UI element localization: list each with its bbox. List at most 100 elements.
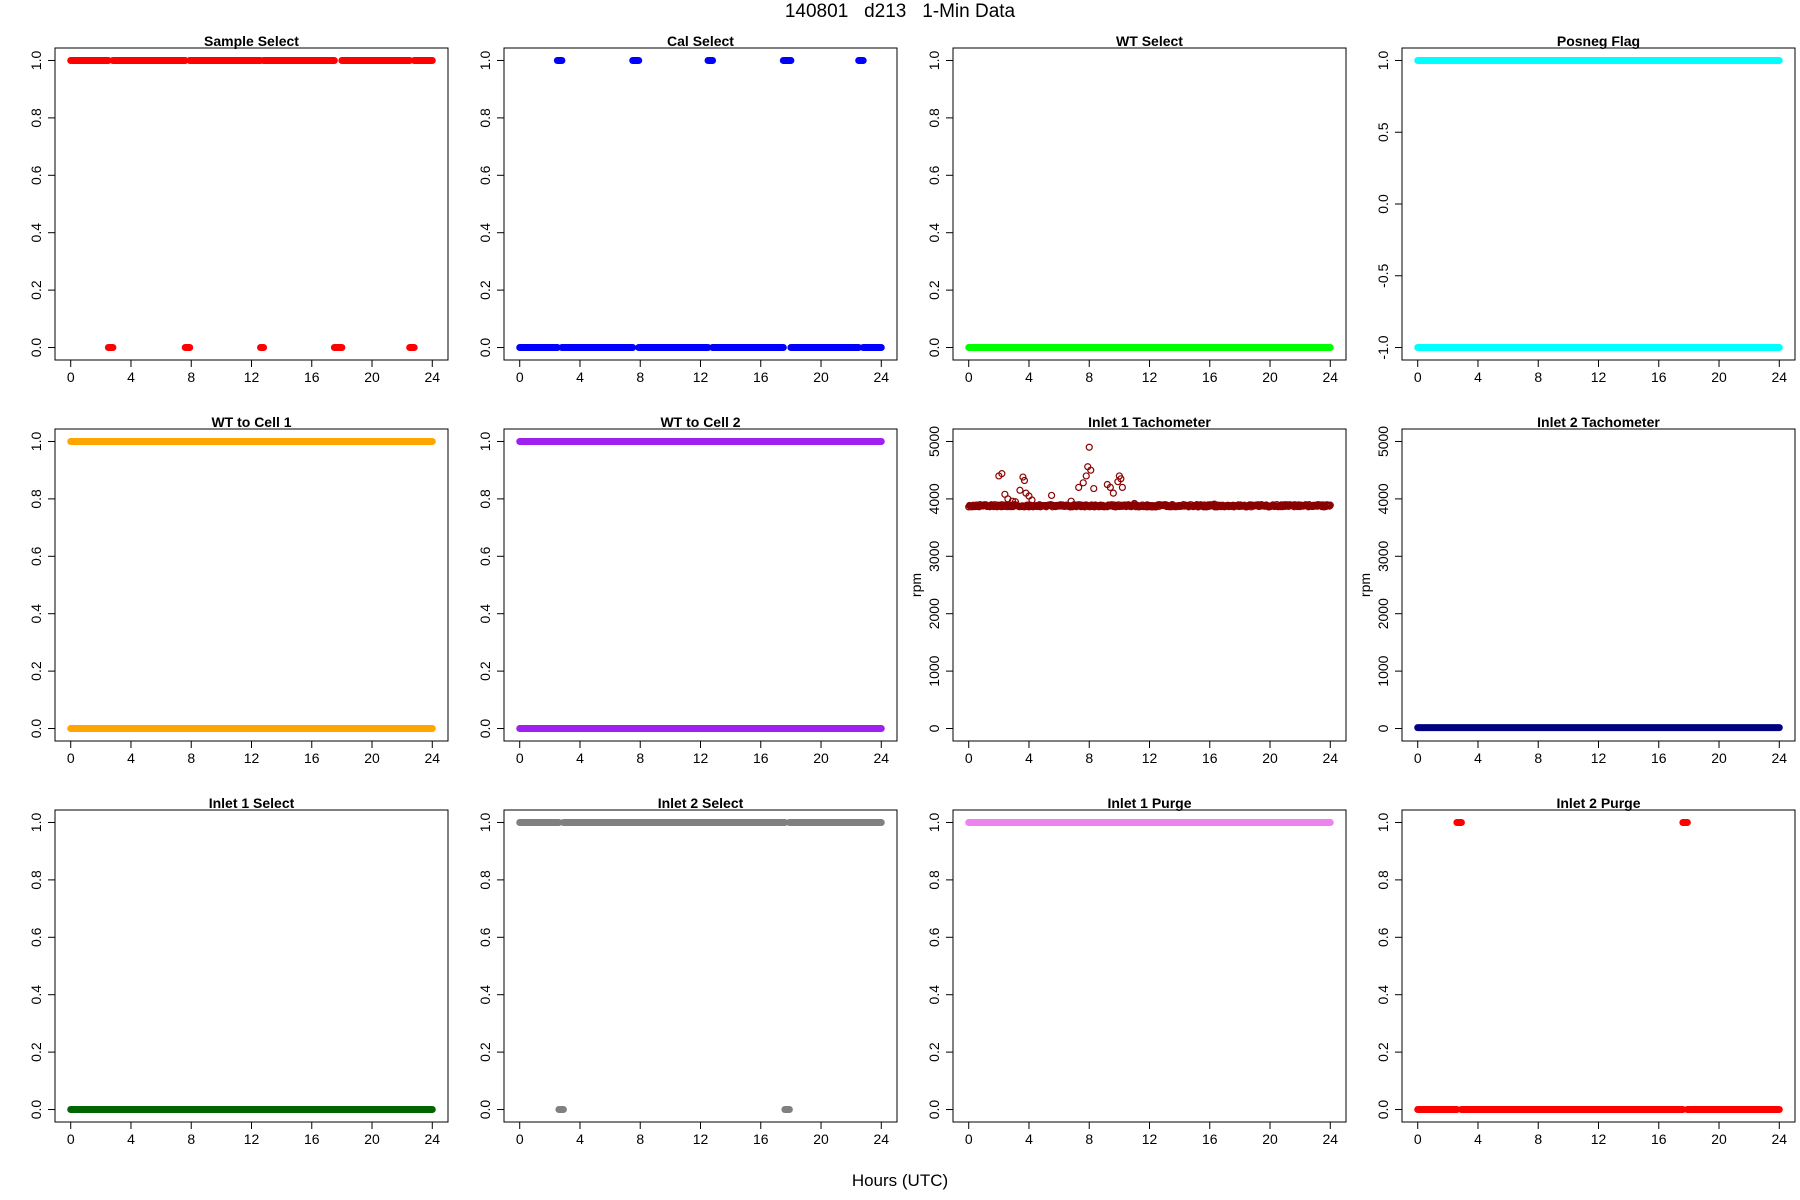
y-tick-label: 0.2 [477,661,493,681]
x-tick-label: 8 [1534,369,1542,385]
data-point [1019,473,1027,481]
x-tick-label: 12 [1142,369,1158,385]
x-tick-label: 12 [1142,1131,1158,1147]
panel-5: WT to Cell 1 0 4 8 12 16 20 24 0.0 0.2 0.4 0.6 0.8 1.… [28,414,449,766]
x-tick-label: 8 [1085,750,1093,766]
x-tick-label: 24 [1771,1131,1787,1147]
x-tick-label: 0 [965,369,973,385]
x-tick-label: 20 [1262,750,1278,766]
data-point [1011,498,1020,506]
y-tick-label: 0.8 [926,870,942,890]
y-tick-label: 0.4 [1375,985,1391,1005]
y-tick-label: 0.4 [926,223,942,243]
data-points [516,437,885,733]
panel-title: Inlet 2 Select [658,795,744,811]
x-tick-label: 16 [753,750,769,766]
panel-8: Inlet 2 Tachometer 0 4 8 12 16 20 24 0 1000 2000 30… [1357,414,1796,766]
panel-title: Inlet 1 Purge [1107,795,1191,811]
y-tick-label: -1.0 [1375,335,1391,359]
plot-frame [503,428,898,742]
y-tick-label: 0 [926,724,942,732]
panel-title: WT to Cell 1 [211,414,291,430]
x-tick-label: 4 [576,1131,584,1147]
x-tick-label: 20 [364,369,380,385]
plot-frame [1401,428,1796,742]
x-axis-label: Hours (UTC) [851,1171,949,1190]
x-tick-label: 20 [1711,369,1727,385]
y-tick-label: 0.8 [477,489,493,509]
x-tick-label: 8 [187,1131,195,1147]
y-tick-label: 1000 [1375,655,1391,686]
x-tick-label: 0 [1414,1131,1422,1147]
y-tick-label: 0.6 [1375,927,1391,947]
data-point [1082,472,1090,480]
panel-1: Sample Select 0 4 8 12 16 20 24 0.0 0.2 0.4 0.6 0.8 1… [28,33,449,385]
y-tick-label: 4000 [1375,483,1391,514]
y-tick-label: 0.5 [1375,122,1391,142]
y-tick-label: 3000 [926,541,942,572]
data-point [1130,499,1139,508]
y-tick-label: -0.5 [1375,263,1391,287]
x-tick-label: 24 [1322,369,1338,385]
y-tick-label: 0.6 [477,546,493,566]
data-point [1210,500,1218,508]
panel-title: Inlet 1 Tachometer [1088,414,1211,430]
y-tick-label: 5000 [1375,426,1391,457]
data-point [1016,486,1024,494]
panel-title: Inlet 2 Tachometer [1537,414,1660,430]
data-point [1047,491,1056,500]
plot-frame [952,428,1347,742]
y-tick-label: 0.8 [28,108,44,128]
panel-title: Posneg Flag [1557,33,1640,49]
data-point [1090,484,1098,493]
x-tick-label: 16 [1202,369,1218,385]
x-tick-label: 12 [1591,750,1607,766]
y-tick-label: 0.8 [477,108,493,128]
x-tick-label: 0 [67,1131,75,1147]
y-tick-label: 0.2 [477,1042,493,1062]
x-tick-label: 20 [364,750,380,766]
data-point [1067,497,1075,505]
y-axis-label: rpm [1357,573,1373,597]
data-point [1020,476,1029,485]
x-tick-label: 4 [576,369,584,385]
y-axis-label: rpm [908,573,924,597]
y-tick-label: 0.0 [477,1100,493,1120]
y-tick-label: 0.4 [926,985,942,1005]
panel-title: Inlet 1 Select [209,795,295,811]
y-tick-label: 0.6 [926,927,942,947]
panel-title: WT Select [1116,33,1183,49]
x-tick-label: 16 [753,1131,769,1147]
x-tick-label: 20 [813,750,829,766]
y-tick-label: 0.6 [28,546,44,566]
x-tick-label: 8 [636,369,644,385]
x-tick-label: 0 [965,1131,973,1147]
panel-title: WT to Cell 2 [660,414,740,430]
y-tick-label: 0.4 [477,604,493,624]
panel-title: Cal Select [667,33,734,49]
x-tick-label: 16 [1651,750,1667,766]
panel-title: Inlet 2 Purge [1556,795,1640,811]
plot-frame [503,47,898,361]
x-tick-label: 20 [1711,750,1727,766]
x-tick-label: 8 [1085,1131,1093,1147]
x-tick-label: 20 [1262,369,1278,385]
y-tick-label: 0.4 [28,985,44,1005]
y-tick-label: 1.0 [28,813,44,833]
data-points [67,56,436,352]
plot-frame [952,809,1347,1123]
x-tick-label: 24 [1322,1131,1338,1147]
x-tick-label: 20 [364,1131,380,1147]
x-tick-label: 0 [1414,369,1422,385]
x-tick-label: 12 [244,750,260,766]
x-tick-label: 24 [424,750,440,766]
x-tick-label: 24 [424,1131,440,1147]
x-tick-label: 0 [67,750,75,766]
y-tick-label: 0.2 [926,1042,942,1062]
y-tick-label: 2000 [1375,598,1391,629]
x-tick-label: 0 [965,750,973,766]
x-tick-label: 24 [873,369,889,385]
y-tick-label: 0.6 [926,165,942,185]
y-tick-label: 0.0 [477,719,493,739]
